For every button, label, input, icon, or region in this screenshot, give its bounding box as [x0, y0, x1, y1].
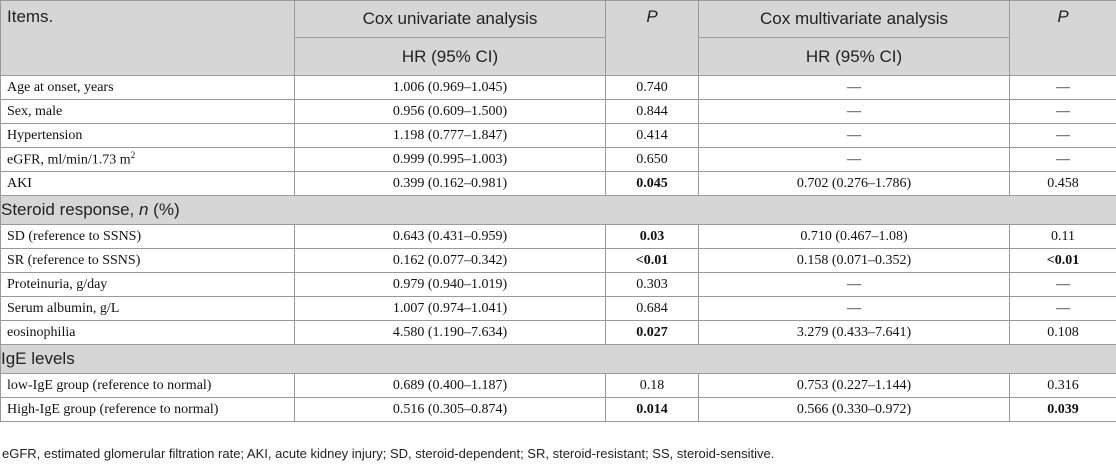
multivariate-hr: —	[698, 99, 1010, 124]
univariate-hr: 1.198 (0.777–1.847)	[294, 123, 606, 148]
multivariate-hr: 0.753 (0.227–1.144)	[698, 373, 1010, 398]
univariate-hr: 4.580 (1.190–7.634)	[294, 320, 606, 345]
table-row: eosinophilia 4.580 (1.190–7.634) 0.027 3…	[0, 320, 1116, 345]
superscript: 2	[130, 150, 136, 161]
univariate-hr: 0.979 (0.940–1.019)	[294, 272, 606, 297]
multivariate-p: —	[1009, 147, 1116, 172]
univariate-hr: 0.162 (0.077–0.342)	[294, 248, 606, 273]
multivariate-hr: 3.279 (0.433–7.641)	[698, 320, 1010, 345]
multivariate-p: <0.01	[1009, 248, 1116, 273]
univariate-p: 0.414	[605, 123, 699, 148]
table-row: Serum albumin, g/L 1.007 (0.974–1.041) 0…	[0, 296, 1116, 321]
univariate-hr: 0.689 (0.400–1.187)	[294, 373, 606, 398]
univariate-p: 0.03	[605, 224, 699, 249]
univariate-hr: 0.956 (0.609–1.500)	[294, 99, 606, 124]
row-label: eosinophilia	[0, 320, 295, 345]
table-row: Hypertension 1.198 (0.777–1.847) 0.414 —…	[0, 123, 1116, 148]
section-title-suffix: (%)	[148, 200, 180, 219]
header-hr-univariate: HR (95% CI)	[294, 37, 606, 76]
row-label: Sex, male	[0, 99, 295, 124]
table-row: eGFR, ml/min/1.73 m2 0.999 (0.995–1.003)…	[0, 147, 1116, 172]
univariate-p: 0.18	[605, 373, 699, 398]
univariate-p: 0.303	[605, 272, 699, 297]
multivariate-hr: —	[698, 272, 1010, 297]
row-label: Proteinuria, g/day	[0, 272, 295, 297]
table-row: SD (reference to SSNS) 0.643 (0.431–0.95…	[0, 224, 1116, 249]
row-label: Hypertension	[0, 123, 295, 148]
multivariate-p: 0.11	[1009, 224, 1116, 249]
section-title-italic: n	[138, 200, 149, 219]
univariate-hr: 0.516 (0.305–0.874)	[294, 397, 606, 422]
multivariate-p: —	[1009, 123, 1116, 148]
multivariate-hr: 0.710 (0.467–1.08)	[698, 224, 1010, 249]
header-multivariate: Cox multivariate analysis	[698, 0, 1010, 38]
row-label: SD (reference to SSNS)	[0, 224, 295, 249]
univariate-p: 0.045	[605, 171, 699, 196]
multivariate-p: —	[1009, 296, 1116, 321]
table-row: Proteinuria, g/day 0.979 (0.940–1.019) 0…	[0, 272, 1116, 297]
univariate-p: 0.014	[605, 397, 699, 422]
multivariate-p: —	[1009, 272, 1116, 297]
multivariate-p: —	[1009, 99, 1116, 124]
table-row: AKI 0.399 (0.162–0.981) 0.045 0.702 (0.2…	[0, 171, 1116, 196]
multivariate-hr: 0.158 (0.071–0.352)	[698, 248, 1010, 273]
multivariate-hr: —	[698, 296, 1010, 321]
univariate-p: <0.01	[605, 248, 699, 273]
univariate-p: 0.027	[605, 320, 699, 345]
section-title-text: Steroid response,	[1, 200, 139, 219]
univariate-hr: 1.006 (0.969–1.045)	[294, 75, 606, 100]
univariate-p: 0.740	[605, 75, 699, 100]
univariate-p: 0.684	[605, 296, 699, 321]
row-label: High-IgE group (reference to normal)	[0, 397, 295, 422]
row-label: SR (reference to SSNS)	[0, 248, 295, 273]
section-title: IgE levels	[0, 344, 1116, 374]
section-header-steroid-response: Steroid response, n (%)	[0, 195, 1116, 225]
univariate-p: 0.650	[605, 147, 699, 172]
section-title: Steroid response, n (%)	[0, 195, 1116, 225]
row-label: Serum albumin, g/L	[0, 296, 295, 321]
multivariate-hr: —	[698, 147, 1010, 172]
multivariate-p: 0.108	[1009, 320, 1116, 345]
row-label: Age at onset, years	[0, 75, 295, 100]
header-hr-multivariate: HR (95% CI)	[698, 37, 1010, 76]
table-row: low-IgE group (reference to normal) 0.68…	[0, 373, 1116, 398]
table-row: Age at onset, years 1.006 (0.969–1.045) …	[0, 75, 1116, 100]
row-label: eGFR, ml/min/1.73 m2	[0, 147, 295, 172]
row-label: AKI	[0, 171, 295, 196]
table-row: Sex, male 0.956 (0.609–1.500) 0.844 — —	[0, 99, 1116, 124]
header-items: Items.	[0, 0, 295, 76]
row-label-text: eGFR, ml/min/1.73 m	[7, 152, 131, 168]
multivariate-hr: —	[698, 75, 1010, 100]
multivariate-p: 0.316	[1009, 373, 1116, 398]
multivariate-p: —	[1009, 75, 1116, 100]
multivariate-p: 0.458	[1009, 171, 1116, 196]
univariate-hr: 0.999 (0.995–1.003)	[294, 147, 606, 172]
multivariate-hr: 0.702 (0.276–1.786)	[698, 171, 1010, 196]
header-p-multivariate: P	[1009, 0, 1116, 76]
univariate-hr: 0.399 (0.162–0.981)	[294, 171, 606, 196]
multivariate-p: 0.039	[1009, 397, 1116, 422]
multivariate-hr: 0.566 (0.330–0.972)	[698, 397, 1010, 422]
table-row: High-IgE group (reference to normal) 0.5…	[0, 397, 1116, 422]
univariate-p: 0.844	[605, 99, 699, 124]
row-label: low-IgE group (reference to normal)	[0, 373, 295, 398]
header-univariate: Cox univariate analysis	[294, 0, 606, 38]
univariate-hr: 1.007 (0.974–1.041)	[294, 296, 606, 321]
univariate-hr: 0.643 (0.431–0.959)	[294, 224, 606, 249]
table-row: SR (reference to SSNS) 0.162 (0.077–0.34…	[0, 248, 1116, 273]
section-header-ige-levels: IgE levels	[0, 344, 1116, 374]
cox-regression-table: Items. Cox univariate analysis P Cox mul…	[0, 0, 1116, 422]
multivariate-hr: —	[698, 123, 1010, 148]
table-footnote: eGFR, estimated glomerular filtration ra…	[2, 446, 775, 461]
header-p-univariate: P	[605, 0, 699, 76]
